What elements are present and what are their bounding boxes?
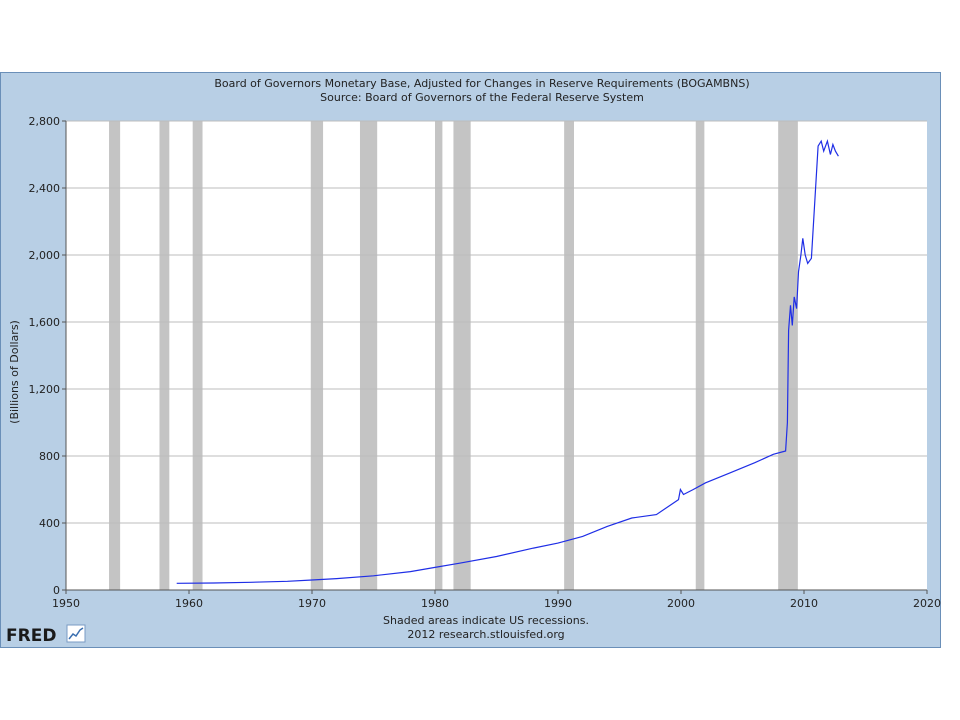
recession-band-3 (310, 121, 324, 590)
y-tick-label-3: 1,200 (29, 383, 61, 396)
recession-band-2 (192, 121, 203, 590)
y-tick-label-0: 0 (53, 584, 60, 597)
y-tick-label-4: 1,600 (29, 316, 61, 329)
footer-note: Shaded areas indicate US recessions. (383, 614, 589, 627)
y-tick-label-6: 2,400 (29, 182, 61, 195)
footer-credit: 2012 research.stlouisfed.org (407, 628, 564, 641)
recession-band-7 (564, 121, 574, 590)
recession-shading (109, 121, 798, 590)
recession-band-6 (453, 121, 471, 590)
recession-band-5 (435, 121, 443, 590)
x-axis: 1950 1960 1970 1980 1990 2000 2010 2020 (52, 590, 941, 610)
chart-title: Board of Governors Monetary Base, Adjust… (214, 77, 749, 90)
recession-band-1 (159, 121, 170, 590)
x-tick-label-0: 1950 (52, 597, 80, 610)
fred-logo-chart-icon (66, 624, 86, 643)
x-tick-label-1: 1960 (175, 597, 203, 610)
y-tick-label-7: 2,800 (29, 115, 61, 128)
grid-lines (66, 120, 927, 524)
y-tick-label-5: 2,000 (29, 249, 61, 262)
x-tick-label-5: 2000 (667, 597, 695, 610)
x-tick-label-4: 1990 (544, 597, 572, 610)
y-axis-label: (Billions of Dollars) (8, 320, 21, 424)
recession-band-8 (695, 121, 705, 590)
fred-logo: FRED (6, 624, 86, 646)
fred-logo-text: FRED (6, 626, 56, 646)
y-tick-label-2: 800 (39, 450, 60, 463)
y-tick-label-1: 400 (39, 517, 60, 530)
series-line-monetary-base (176, 138, 839, 584)
y-axis: 0 400 800 1,200 1,600 2,000 2,400 2,800 (29, 115, 66, 597)
chart-subtitle: Source: Board of Governors of the Federa… (320, 91, 644, 104)
x-tick-label-7: 2020 (913, 597, 941, 610)
recession-band-0 (109, 121, 121, 590)
x-tick-label-6: 2010 (790, 597, 818, 610)
x-tick-label-3: 1980 (421, 597, 449, 610)
x-tick-label-2: 1970 (298, 597, 326, 610)
recession-band-4 (359, 121, 378, 590)
